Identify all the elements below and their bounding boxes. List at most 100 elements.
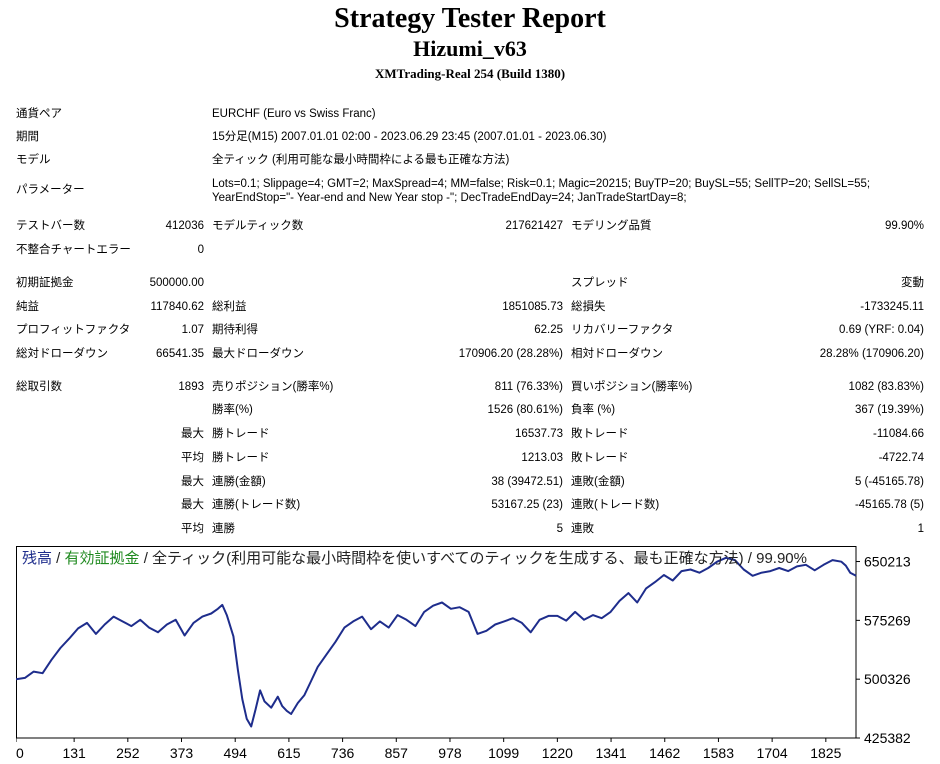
balance-chart-svg: 650213 575269 500326 425382 0 131 252 373 494 615… bbox=[16, 546, 911, 761]
long-positions-label: 買いポジション(勝率%) bbox=[571, 381, 693, 393]
model-value: 全ティック (利用可能な最小時間枠による最も正確な方法) bbox=[212, 154, 510, 166]
average-consecutive-wins-value: 5 bbox=[556, 523, 563, 535]
parameters-label: パラメーター bbox=[16, 184, 85, 196]
gross-loss-value: -1733245.11 bbox=[860, 301, 924, 313]
average-consecutive-prefix: 平均 bbox=[181, 523, 204, 535]
profit-factor-label: プロフィットファクタ bbox=[16, 324, 131, 336]
bars-value: 412036 bbox=[165, 220, 204, 232]
consecutive-loss-value: -45165.78 (5) bbox=[854, 499, 924, 511]
x-tick-label: 0 bbox=[16, 745, 24, 761]
consecutive-profit-value: 53167.25 (23) bbox=[491, 499, 563, 511]
quality-label: モデリング品質 bbox=[571, 220, 652, 232]
largest-loss-value: -11084.66 bbox=[873, 428, 924, 440]
absolute-drawdown-label: 総対ドローダウン bbox=[16, 348, 108, 360]
parameters-value: Lots=0.1; Slippage=4; GMT=2; MaxSpread=4… bbox=[212, 178, 871, 204]
average-consecutive-wins-label: 連勝 bbox=[212, 523, 235, 535]
loss-rate-value: 367 (19.39%) bbox=[854, 404, 924, 416]
model-label: モデル bbox=[16, 154, 51, 166]
symbol-value: EURCHF (Euro vs Swiss Franc) bbox=[212, 108, 376, 120]
period-value: 15分足(M15) 2007.01.01 02:00 - 2023.06.29 … bbox=[212, 131, 607, 143]
long-positions-value: 1082 (83.83%) bbox=[848, 381, 924, 393]
gross-loss-label: 総損失 bbox=[571, 301, 606, 313]
spread-label: スプレッド bbox=[571, 277, 629, 289]
bars-label: テストバー数 bbox=[16, 220, 85, 232]
ticks-label: モデルティック数 bbox=[212, 220, 304, 232]
x-tick-label: 1220 bbox=[542, 745, 573, 761]
absolute-drawdown-value: 66541.35 bbox=[156, 348, 204, 360]
x-tick-label: 1583 bbox=[703, 745, 734, 761]
initial-deposit-value: 500000.00 bbox=[149, 277, 204, 289]
net-profit-value: 117840.62 bbox=[150, 301, 204, 313]
relative-drawdown-label: 相対ドローダウン bbox=[571, 348, 663, 360]
max-consecutive-prefix: 最大 bbox=[181, 476, 204, 488]
balance-chart: 650213 575269 500326 425382 0 131 252 373 494 615… bbox=[16, 546, 940, 764]
x-tick-label: 1825 bbox=[810, 745, 841, 761]
x-tick-label: 252 bbox=[116, 745, 140, 761]
largest-win-value: 16537.73 bbox=[515, 428, 563, 440]
server-build: XMTrading-Real 254 (Build 1380) bbox=[374, 66, 566, 81]
gross-profit-label: 総利益 bbox=[212, 301, 247, 313]
x-tick-label: 1341 bbox=[595, 745, 626, 761]
symbol-label: 通貨ペア bbox=[16, 108, 62, 120]
consecutive-losses-money-value: 5 (-45165.78) bbox=[854, 476, 924, 488]
average-loss-value: -4722.74 bbox=[878, 452, 924, 464]
maximal-drawdown-label: 最大ドローダウン bbox=[212, 348, 304, 360]
x-tick-label: 615 bbox=[277, 745, 301, 761]
total-trades-value: 1893 bbox=[178, 381, 204, 393]
chart-legend: 残高 / 有効証拠金 / 全ティック(利用可能な最小時間枠を使いすべてのティック… bbox=[22, 549, 807, 569]
expert-name: Hizumi_v63 bbox=[413, 36, 527, 61]
maximal-drawdown-value: 170906.20 (28.28%) bbox=[458, 348, 563, 360]
consecutive-profit-label: 連勝(トレード数) bbox=[212, 499, 301, 511]
x-tick-label: 373 bbox=[170, 745, 194, 761]
x-tick-label: 494 bbox=[224, 745, 248, 761]
plot-frame bbox=[16, 546, 857, 739]
x-tick-label: 131 bbox=[62, 745, 86, 761]
short-positions-label: 売りポジション(勝率%) bbox=[212, 381, 334, 393]
recovery-factor-label: リカバリーファクタ bbox=[571, 324, 674, 336]
consecutive-losses-money-label: 連敗(金額) bbox=[571, 476, 625, 488]
expected-payoff-value: 62.25 bbox=[534, 324, 563, 336]
report-title: Strategy Tester Report bbox=[334, 3, 606, 34]
legend-equity: 有効証拠金 bbox=[64, 550, 140, 567]
largest-prefix: 最大 bbox=[181, 428, 204, 440]
profit-factor-value: 1.07 bbox=[181, 324, 204, 336]
total-trades-label: 総取引数 bbox=[16, 381, 62, 393]
average-win-label: 勝トレード bbox=[212, 452, 270, 464]
series-line-0 bbox=[16, 556, 857, 728]
period-label: 期間 bbox=[16, 131, 39, 143]
largest-win-label: 勝トレード bbox=[212, 428, 270, 440]
win-rate-value: 1526 (80.61%) bbox=[487, 404, 563, 416]
expected-payoff-label: 期待利得 bbox=[212, 324, 258, 336]
x-tick-label: 857 bbox=[385, 745, 409, 761]
gross-profit-value: 1851085.73 bbox=[502, 301, 563, 313]
net-profit-label: 純益 bbox=[16, 301, 39, 313]
mismatch-value: 0 bbox=[197, 244, 204, 256]
mismatch-label: 不整合チャートエラー bbox=[16, 244, 131, 256]
short-positions-value: 811 (76.33%) bbox=[494, 381, 563, 393]
legend-description: / 全ティック(利用可能な最小時間枠を使いすべてのティックを生成する、最も正確な… bbox=[139, 550, 807, 567]
legend-balance: 残高 bbox=[22, 550, 53, 567]
largest-loss-label: 敗トレード bbox=[571, 428, 629, 440]
average-consecutive-losses-value: 1 bbox=[917, 523, 924, 535]
recovery-factor-value: 0.69 (YRF: 0.04) bbox=[838, 324, 924, 336]
average-loss-label: 敗トレード bbox=[571, 452, 629, 464]
spread-value: 変動 bbox=[901, 277, 924, 289]
relative-drawdown-value: 28.28% (170906.20) bbox=[819, 348, 924, 360]
average-consecutive-losses-label: 連敗 bbox=[571, 523, 594, 535]
y-tick-label: 500326 bbox=[864, 671, 911, 687]
y-tick-label: 650213 bbox=[864, 554, 911, 570]
legend-separator: / bbox=[52, 550, 65, 567]
x-tick-label: 736 bbox=[331, 745, 355, 761]
consecutive-wins-money-value: 38 (39472.51) bbox=[491, 476, 563, 488]
quality-value: 99.90% bbox=[884, 220, 924, 232]
x-tick-label: 1462 bbox=[649, 745, 680, 761]
y-tick-label: 425382 bbox=[864, 730, 911, 746]
loss-rate-label: 負率 (%) bbox=[571, 404, 616, 416]
initial-deposit-label: 初期証拠金 bbox=[16, 277, 74, 289]
consecutive-wins-money-label: 連勝(金額) bbox=[212, 476, 266, 488]
average-win-value: 1213.03 bbox=[521, 452, 563, 464]
x-tick-label: 1704 bbox=[757, 745, 788, 761]
average-prefix: 平均 bbox=[181, 452, 204, 464]
x-tick-label: 1099 bbox=[488, 745, 519, 761]
max-consecutive-count-prefix: 最大 bbox=[181, 499, 204, 511]
